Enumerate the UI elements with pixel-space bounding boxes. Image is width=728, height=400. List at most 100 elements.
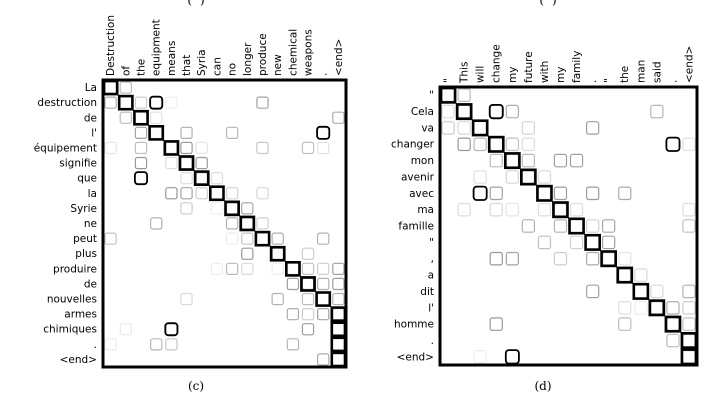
- attention-cell: [165, 96, 178, 109]
- y-tick-label: dit: [420, 286, 434, 298]
- attention-cell: [134, 141, 148, 155]
- attention-cell: [489, 317, 503, 331]
- alignment-cell: [284, 260, 301, 277]
- y-tick-label: que: [77, 173, 97, 185]
- x-tick-label: of: [120, 66, 132, 76]
- y-tick-label: l': [91, 127, 97, 139]
- x-tick-label: Destruction: [105, 15, 117, 76]
- y-tick-label: de: [84, 112, 97, 124]
- alignment-cell: [584, 233, 601, 251]
- attention-cell: [256, 96, 269, 109]
- attention-cell: [332, 111, 345, 124]
- attention-cell: [317, 141, 330, 155]
- attention-cell: [618, 186, 632, 201]
- alignment-cell: [209, 185, 225, 202]
- attention-cell: [104, 232, 117, 245]
- attention-cell: [332, 292, 345, 306]
- attention-cell: [332, 277, 345, 291]
- attention-cell: [521, 219, 535, 233]
- x-tick-label: equipment: [151, 19, 163, 76]
- attention-cell: [180, 187, 193, 200]
- alignment-cell: [117, 94, 134, 111]
- y-tick-label: ma: [417, 204, 434, 216]
- top-fragment-close: ): [200, 0, 205, 7]
- attention-cell: [210, 172, 224, 185]
- x-tick-label: .: [587, 80, 599, 83]
- attention-cell: [489, 202, 503, 217]
- attention-cell: [585, 251, 600, 266]
- attention-cell: [585, 219, 600, 233]
- alignment-cell: [455, 103, 473, 121]
- attention-highlight: [316, 125, 331, 140]
- alignment-cell: [536, 184, 553, 202]
- attention-cell: [505, 202, 519, 217]
- y-tick-label: plus: [75, 248, 97, 260]
- y-tick-label: chimiques: [43, 324, 97, 336]
- panel-caption: (d): [534, 379, 551, 393]
- attention-cell: [457, 88, 471, 102]
- y-tick-label: ": [429, 237, 434, 249]
- attention-cell: [553, 251, 568, 266]
- alignment-cell: [300, 276, 316, 292]
- y-tick-label: mon: [411, 155, 434, 167]
- x-tick-label: said: [651, 61, 663, 83]
- attention-cell: [119, 323, 132, 336]
- alignment-cell: [239, 215, 256, 232]
- x-tick-label: Syria: [196, 49, 208, 76]
- attention-cell: [521, 153, 535, 168]
- y-tick-label: l': [428, 302, 434, 314]
- attention-cell: [537, 235, 552, 250]
- attention-cell: [241, 247, 254, 260]
- alignment-cell: [632, 282, 650, 300]
- attention-cell: [286, 308, 300, 321]
- y-tick-label: destruction: [37, 97, 97, 109]
- x-tick-label: family: [571, 51, 583, 83]
- alignment-cell: [193, 170, 210, 187]
- attention-cell: [505, 137, 519, 152]
- attention-cell: [134, 126, 148, 140]
- attention-cell: [650, 284, 664, 299]
- y-tick-label: va: [421, 122, 434, 134]
- alignment-cell: [471, 119, 489, 137]
- attention-cell: [165, 156, 178, 170]
- attention-cell: [317, 277, 330, 291]
- x-tick-label: longer: [242, 42, 254, 76]
- y-tick-label: homme: [394, 319, 434, 331]
- attention-cell: [634, 301, 648, 315]
- alignment-cell: [503, 152, 521, 170]
- attention-cell: [473, 137, 487, 152]
- attention-cell: [585, 121, 600, 135]
- x-tick-label: <end>: [684, 46, 696, 83]
- attention-cell: [521, 137, 535, 152]
- attention-highlight: [149, 95, 164, 110]
- attention-cell: [256, 141, 269, 155]
- attention-cell: [225, 187, 239, 200]
- x-tick-label: man: [635, 60, 647, 83]
- top-fragment-open: (: [539, 0, 544, 7]
- y-tick-label: La: [85, 82, 97, 94]
- alignment-cell: [254, 230, 271, 247]
- attention-highlight: [488, 104, 504, 120]
- attention-cell: [286, 338, 300, 351]
- attention-cell: [256, 217, 269, 230]
- x-tick-label: future: [523, 51, 535, 83]
- attention-cell: [666, 301, 680, 315]
- attention-highlight: [133, 171, 148, 186]
- x-tick-label: means: [166, 41, 178, 76]
- alignment-cell: [133, 109, 149, 126]
- alignment-cell: [568, 217, 585, 235]
- attention-cell: [489, 186, 503, 201]
- attention-cell: [286, 277, 300, 291]
- alignment-cell: [616, 266, 634, 284]
- attention-cell: [585, 186, 600, 201]
- x-tick-label: new: [272, 54, 284, 76]
- y-tick-label: famille: [398, 221, 434, 233]
- attention-cell: [301, 292, 315, 306]
- attention-cell: [271, 232, 284, 245]
- attention-highlight: [472, 185, 488, 201]
- attention-cell: [317, 232, 330, 245]
- attention-cell: [489, 251, 503, 266]
- attention-cell: [317, 353, 330, 366]
